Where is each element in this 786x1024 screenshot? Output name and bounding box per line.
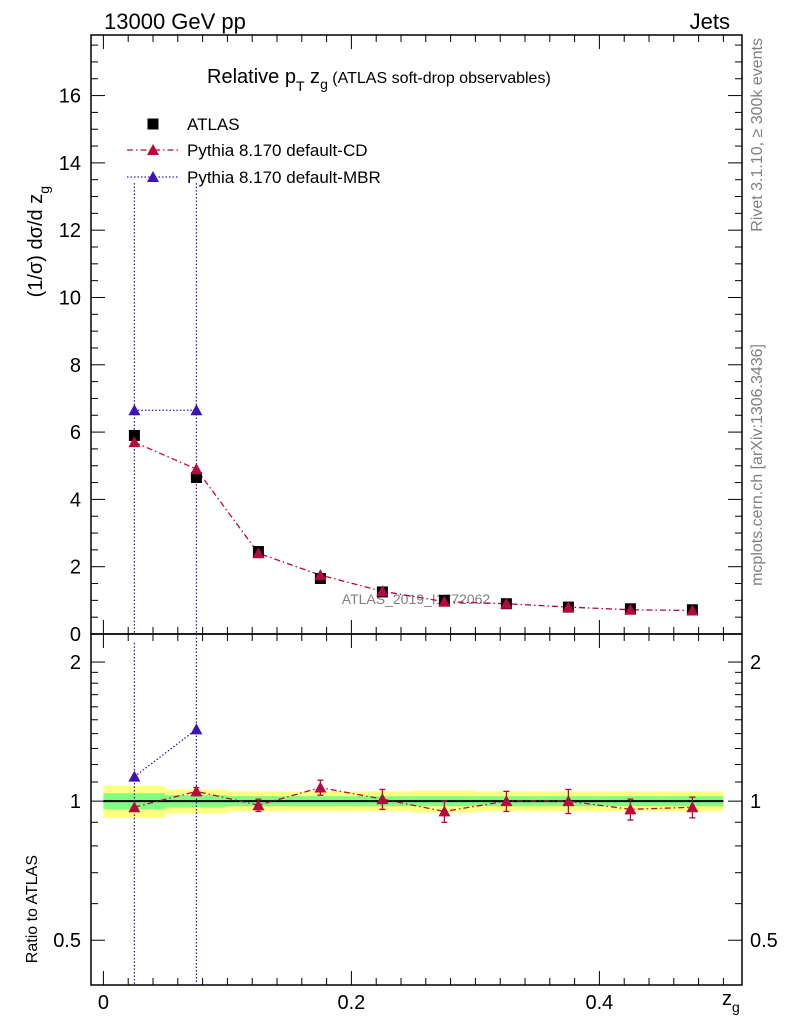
default-mbr-point (128, 404, 141, 416)
mcplots-label: mcplots.cern.ch [arXiv:1306.3436] (749, 344, 766, 586)
ratio-tick-label-left: 1 (70, 791, 81, 813)
atlas-point (190, 472, 202, 484)
default-mbr-point (190, 404, 203, 416)
ratio-default-cd-point (438, 805, 451, 817)
ratio-panel-frame (90, 633, 743, 986)
header-left: 13000 GeV pp (104, 9, 246, 34)
legend-marker-default-cd (147, 144, 159, 155)
legend-marker-default-mbr (147, 171, 159, 182)
y-tick-label: 2 (70, 557, 81, 579)
ratio-tick-label-right: 2 (750, 652, 761, 674)
ratio-y-axis-label: Ratio to ATLAS (24, 855, 41, 963)
series-line-default-cd (134, 441, 693, 612)
ratio-default-cd-point (314, 781, 327, 793)
default-cd-point (314, 569, 327, 581)
ratio-default-cd-point (500, 795, 513, 807)
ratio-tick-label-right: 1 (750, 791, 761, 813)
ratio-default-cd-point (190, 785, 203, 797)
ratio-default-cd-point (376, 793, 389, 805)
y-tick-label: 16 (59, 86, 81, 108)
chart-title: Relative pT zg (ATLAS soft-drop observab… (207, 66, 551, 94)
y-tick-label: 8 (70, 355, 81, 377)
ratio-default-cd-point (128, 801, 141, 813)
default-cd-point (376, 585, 389, 597)
default-cd-point (190, 463, 203, 475)
default-cd-point (500, 597, 513, 609)
atlas-point (128, 429, 140, 441)
y-tick-label: 6 (70, 422, 81, 444)
ratio-default-mbr-point (190, 723, 203, 735)
default-cd-point (562, 601, 575, 613)
legend-label: Pythia 8.170 default-MBR (187, 168, 381, 187)
watermark: ATLAS_2019_I1772062 (342, 591, 491, 607)
legend-label: ATLAS (187, 115, 240, 134)
ratio-tick-label-right: 0.5 (750, 930, 778, 952)
ratio-line-default-cd (134, 786, 693, 813)
legend-label: Pythia 8.170 default-CD (187, 141, 368, 160)
y-tick-label: 0 (70, 624, 81, 646)
y-tick-label: 12 (59, 220, 81, 242)
ratio-default-cd-point (686, 801, 699, 813)
y-axis-label: (1/σ) dσ/d zg (25, 186, 52, 297)
ratio-tick-label-left: 2 (70, 652, 81, 674)
x-tick-label: 0.2 (337, 992, 365, 1014)
x-tick-label: 0.4 (585, 992, 613, 1014)
default-cd-point (686, 604, 699, 616)
rivet-label: Rivet 3.1.10, ≥ 300k events (749, 38, 766, 232)
ratio-default-cd-point (252, 799, 265, 811)
default-cd-point (252, 547, 265, 559)
x-axis-label: zg (722, 988, 740, 1015)
ratio-tick-label-left: 0.5 (53, 930, 81, 952)
default-cd-point (438, 595, 451, 607)
ratio-line-default-mbr (134, 728, 197, 778)
ratio-default-cd-point (624, 803, 637, 815)
header-right: Jets (690, 9, 730, 34)
ratio-default-mbr-point (128, 770, 141, 782)
default-cd-point (128, 436, 141, 448)
y-tick-label: 4 (70, 489, 81, 511)
legend-marker-atlas (147, 118, 159, 130)
y-tick-label: 10 (59, 287, 81, 309)
ratio-default-cd-point (562, 795, 575, 807)
x-tick-label: 0 (98, 992, 109, 1014)
y-tick-label: 14 (59, 153, 81, 175)
default-cd-point (624, 603, 637, 615)
